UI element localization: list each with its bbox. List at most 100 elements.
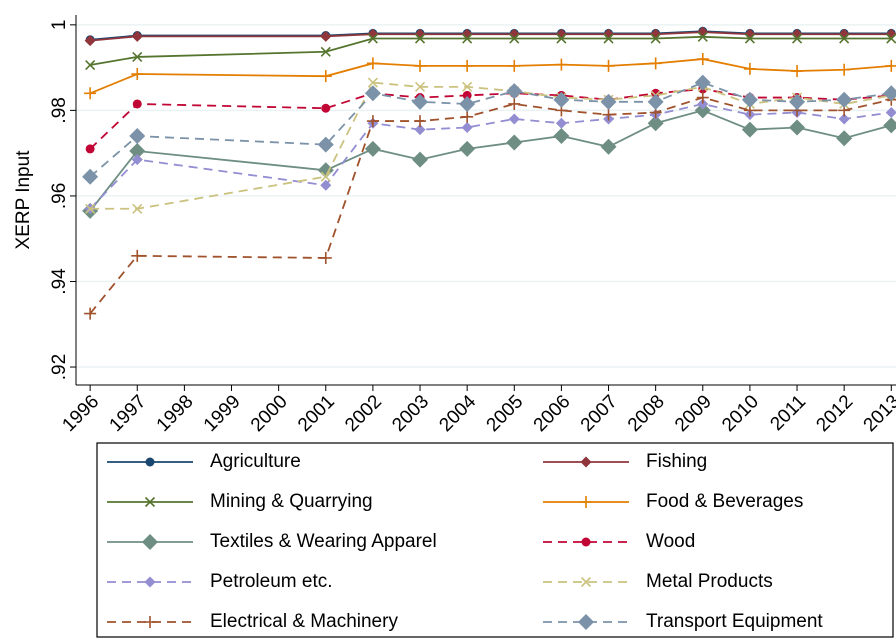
marker xyxy=(367,77,378,88)
marker xyxy=(508,97,521,110)
marker xyxy=(364,85,381,102)
marker xyxy=(129,128,146,145)
x-tick-label: 2003 xyxy=(388,391,433,436)
marker xyxy=(741,91,758,108)
marker xyxy=(506,134,523,151)
marker xyxy=(555,58,568,71)
marker xyxy=(85,144,95,154)
marker xyxy=(603,28,615,40)
x-tick-label: 2004 xyxy=(435,391,480,436)
marker xyxy=(602,108,615,121)
marker xyxy=(506,83,523,100)
x-tick-label: 2007 xyxy=(577,391,622,436)
marker xyxy=(602,59,615,72)
legend-box xyxy=(96,442,894,638)
legend-marker xyxy=(581,537,591,547)
x-tick-label: 1997 xyxy=(106,391,151,436)
legend-label: Transport Equipment xyxy=(646,611,823,632)
marker xyxy=(459,95,476,112)
marker xyxy=(838,63,851,76)
y-tick-label: .94 xyxy=(49,268,70,295)
x-tick-label: 2000 xyxy=(247,391,292,436)
series-line xyxy=(89,35,892,66)
marker xyxy=(319,70,332,83)
marker xyxy=(320,171,331,182)
marker xyxy=(412,93,429,110)
x-tick-label: 2005 xyxy=(483,391,528,436)
marker xyxy=(414,124,426,136)
marker xyxy=(883,117,896,134)
marker xyxy=(132,99,142,109)
series-line xyxy=(89,58,892,95)
marker xyxy=(836,130,853,147)
x-tick-label: 2006 xyxy=(530,391,575,436)
marker xyxy=(555,28,567,40)
marker xyxy=(366,57,379,70)
y-tick-label: 1 xyxy=(49,20,70,31)
marker xyxy=(462,81,473,92)
marker xyxy=(317,162,334,179)
marker xyxy=(131,30,143,42)
marker xyxy=(650,28,662,40)
x-tick-label: 2011 xyxy=(766,391,810,435)
marker xyxy=(85,59,96,71)
marker xyxy=(414,28,426,40)
marker xyxy=(320,30,332,42)
marker xyxy=(600,93,617,110)
marker xyxy=(84,307,97,320)
legend-label: Metal Products xyxy=(646,571,773,592)
marker xyxy=(364,140,381,157)
legend-label: Wood xyxy=(646,531,695,552)
marker xyxy=(414,115,427,128)
marker xyxy=(696,91,709,104)
marker xyxy=(319,251,332,264)
marker xyxy=(85,203,96,214)
legend-marker xyxy=(144,616,156,628)
marker xyxy=(462,90,472,100)
x-tick-label: 2013 xyxy=(860,391,896,436)
marker xyxy=(461,121,473,133)
x-tick-label: 2009 xyxy=(671,391,716,436)
legend-label: Food & Beverages xyxy=(646,491,803,512)
legend-marker xyxy=(580,456,592,468)
marker xyxy=(367,28,379,40)
marker xyxy=(696,53,709,66)
marker xyxy=(886,33,896,44)
marker xyxy=(508,28,520,40)
marker xyxy=(321,103,331,113)
x-tick-label: 2002 xyxy=(341,391,386,436)
legend-marker xyxy=(145,457,155,467)
legend-marker xyxy=(142,534,158,550)
marker xyxy=(697,31,708,42)
marker xyxy=(647,93,664,110)
marker xyxy=(508,59,521,72)
marker xyxy=(129,143,146,160)
legend-marker xyxy=(580,496,592,508)
marker xyxy=(556,33,567,44)
marker xyxy=(789,119,806,136)
marker xyxy=(462,33,473,44)
legend-marker xyxy=(578,614,594,630)
marker xyxy=(651,88,661,98)
marker xyxy=(789,93,806,110)
marker xyxy=(131,249,144,262)
legend-marker xyxy=(144,576,156,588)
marker xyxy=(459,140,476,157)
marker xyxy=(838,28,850,40)
series-line xyxy=(89,88,892,150)
legend-marker xyxy=(144,496,156,508)
marker xyxy=(744,33,755,44)
marker xyxy=(412,151,429,168)
y-axis-label: XERP Input xyxy=(13,150,34,250)
marker xyxy=(366,115,379,128)
marker xyxy=(885,59,896,72)
marker xyxy=(132,51,143,62)
x-tick-label: 2010 xyxy=(718,391,763,436)
marker xyxy=(461,110,474,123)
marker xyxy=(883,85,896,102)
marker xyxy=(647,115,664,132)
marker xyxy=(320,179,332,191)
legend-label: Mining & Quarrying xyxy=(210,491,373,512)
marker xyxy=(649,57,662,70)
